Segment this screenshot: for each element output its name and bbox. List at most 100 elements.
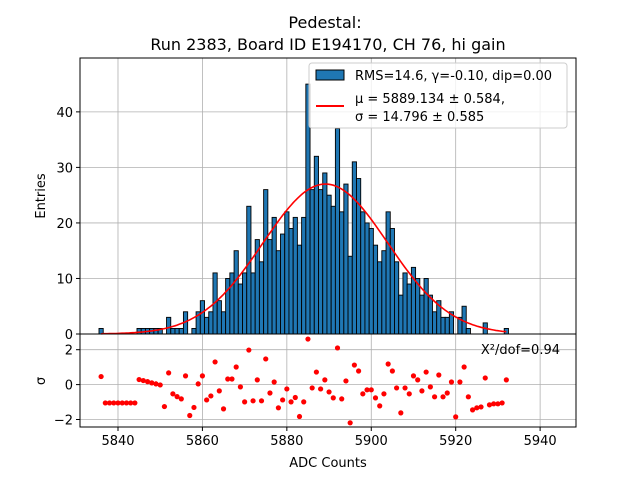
main-y-ticks: 0 10 20 30 40 xyxy=(56,106,80,343)
residual-point xyxy=(140,377,146,384)
residual-point xyxy=(410,373,417,379)
residual-point xyxy=(237,384,244,390)
gaussian-fit-line xyxy=(101,183,507,335)
residual-point xyxy=(292,394,298,401)
histogram-bar xyxy=(440,316,446,335)
residual-point xyxy=(393,385,400,391)
residual-point xyxy=(482,375,488,381)
histogram-bar xyxy=(402,272,408,335)
legend: RMS=14.6, γ=-0.10, dip=0.00 μ = 5889.134… xyxy=(308,62,568,129)
residual-grid xyxy=(80,334,576,427)
residual-point xyxy=(436,372,442,378)
residual-point xyxy=(123,400,130,406)
residual-point xyxy=(457,379,463,385)
chart-title: Pedestal: xyxy=(288,13,361,32)
residual-point xyxy=(220,406,227,412)
legend-fit-label-sigma: σ = 14.796 ± 0.585 xyxy=(355,110,484,125)
histogram-bar xyxy=(398,294,404,335)
histogram-bar xyxy=(284,211,290,335)
residual-point xyxy=(423,369,429,375)
legend-histogram-label: RMS=14.6, γ=-0.10, dip=0.00 xyxy=(355,69,552,84)
residual-point xyxy=(187,412,193,419)
residual-point xyxy=(465,394,471,400)
histogram-bar xyxy=(326,194,332,335)
histogram-bar xyxy=(339,211,345,335)
chart-subtitle: Run 2383, Board ID E194170, CH 76, hi ga… xyxy=(150,35,505,54)
histogram-bar xyxy=(199,300,205,335)
histogram-bar xyxy=(233,250,239,335)
residual-point xyxy=(318,386,324,392)
x-tick-label: 5940 xyxy=(524,434,557,449)
residual-point xyxy=(347,420,353,426)
residual-point xyxy=(381,391,387,397)
residual-point xyxy=(440,394,446,400)
histogram-bar xyxy=(330,205,336,335)
y-tick-label: 30 xyxy=(56,161,73,176)
histogram-bar xyxy=(334,128,341,335)
residual-point xyxy=(178,396,184,402)
histogram-bar xyxy=(423,278,429,335)
histogram-bar xyxy=(263,189,269,335)
y-tick-label: 0 xyxy=(65,379,73,394)
histogram-bar xyxy=(427,294,433,335)
legend-histogram-swatch xyxy=(315,69,345,81)
residual-point xyxy=(364,387,370,393)
histogram-bar xyxy=(406,283,412,335)
residual-points xyxy=(98,336,509,426)
residual-point xyxy=(246,347,252,353)
residual-point xyxy=(128,400,134,406)
histogram-bar xyxy=(250,272,256,335)
residual-point xyxy=(280,397,286,403)
residual-point xyxy=(343,378,349,384)
residual-point xyxy=(351,362,357,368)
residual-point xyxy=(258,398,265,404)
histogram-bar xyxy=(174,327,180,335)
x-ticks: 5840 5860 5880 5900 5920 5940 xyxy=(101,427,557,449)
histogram-bar xyxy=(292,216,298,335)
residual-point xyxy=(254,377,260,383)
residual-point xyxy=(275,405,281,411)
x-tick-label: 5900 xyxy=(355,434,388,449)
x-tick-label: 5860 xyxy=(186,434,219,449)
residual-point xyxy=(334,345,341,351)
histogram-bar xyxy=(208,311,214,335)
histogram-bar xyxy=(313,155,319,335)
histogram-bar xyxy=(347,255,353,335)
residual-point xyxy=(119,400,125,406)
y-tick-label: 40 xyxy=(56,106,73,121)
histogram-bar xyxy=(166,316,172,335)
x-tick-label: 5880 xyxy=(270,434,303,449)
legend-fit-label-mu: μ = 5889.134 ± 0.584, xyxy=(355,92,505,107)
residual-point xyxy=(296,413,303,420)
histogram-bar xyxy=(322,172,328,335)
residual-point xyxy=(474,405,480,411)
residual-point xyxy=(419,388,425,394)
histogram-bar xyxy=(296,244,303,335)
residual-point xyxy=(313,369,319,375)
residual-point xyxy=(448,379,455,385)
residual-point xyxy=(326,389,332,395)
y-tick-label: 0 xyxy=(65,328,73,343)
histogram-bar xyxy=(385,211,391,335)
residual-point xyxy=(398,410,404,416)
residual-y-ticks: −2 0 2 xyxy=(54,344,80,428)
histogram-bar xyxy=(191,327,197,335)
legend-box xyxy=(308,62,568,129)
residual-point xyxy=(233,364,239,370)
histogram-bar xyxy=(220,311,227,335)
residual-point xyxy=(182,373,189,379)
residual-point xyxy=(339,396,345,402)
residual-point xyxy=(309,385,315,391)
residual-point xyxy=(263,356,269,362)
histogram-bar xyxy=(444,316,450,335)
y-tick-label: 20 xyxy=(56,217,73,232)
residual-point xyxy=(191,404,197,411)
residual-point xyxy=(288,399,294,405)
histogram-bar xyxy=(242,272,248,335)
residual-point xyxy=(242,399,248,405)
residual-point xyxy=(216,388,222,394)
histogram-bar xyxy=(389,228,395,335)
residual-axes-frame xyxy=(79,333,577,428)
histogram-bar xyxy=(318,189,324,335)
